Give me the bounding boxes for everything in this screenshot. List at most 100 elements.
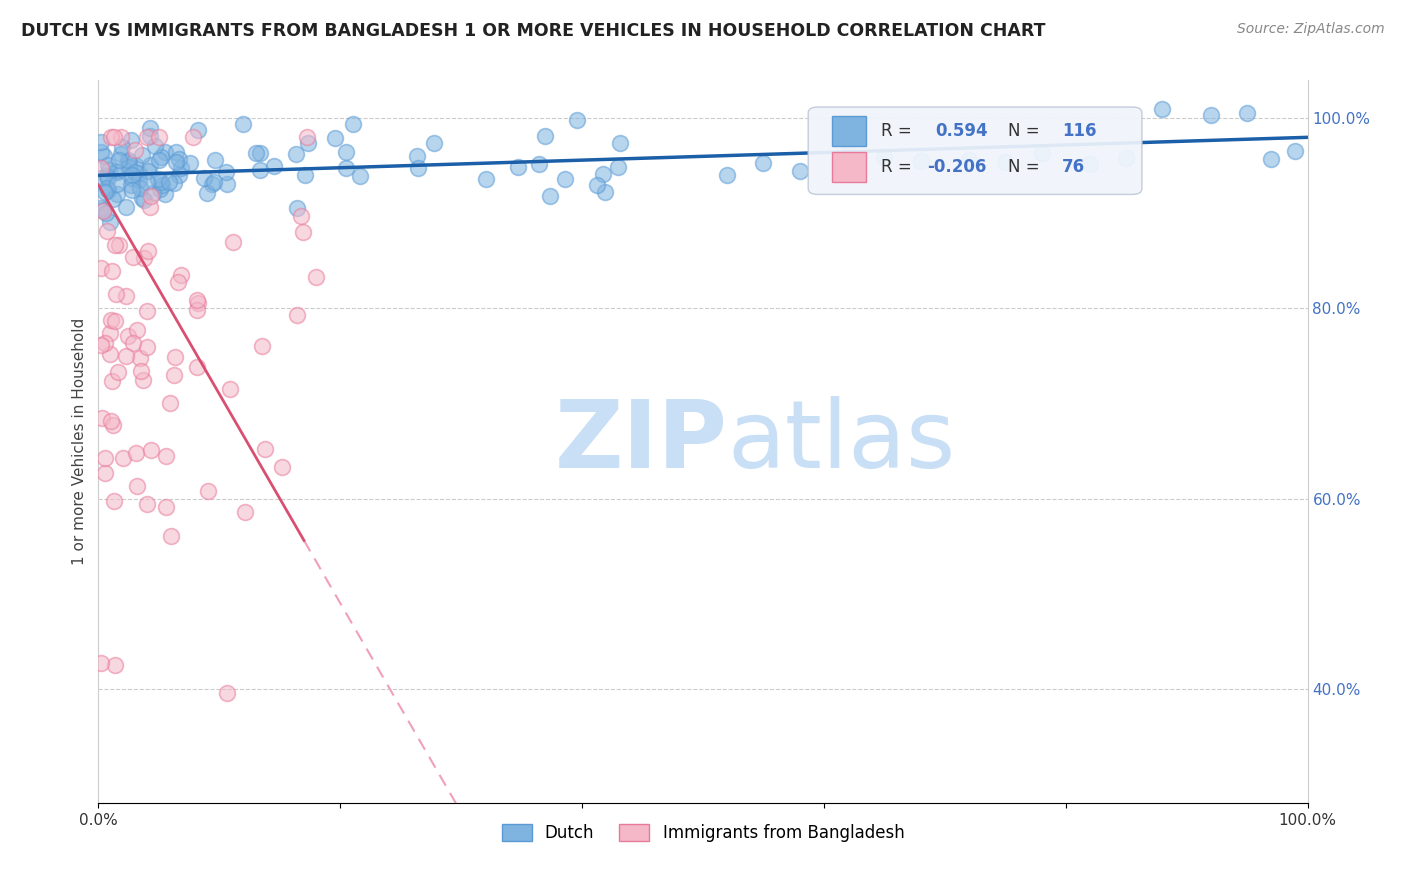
Point: [285, 147, 308, 161]
Point: [101, 192, 124, 206]
Point: [120, 133, 142, 147]
Point: [181, 130, 204, 145]
Point: [120, 178, 142, 193]
Point: [148, 172, 170, 186]
Point: [167, 152, 190, 166]
Point: [122, 336, 145, 351]
Point: [170, 161, 193, 176]
Point: [118, 155, 141, 169]
Point: [534, 128, 557, 143]
Text: ZIP: ZIP: [554, 395, 727, 488]
Point: [245, 145, 267, 160]
Point: [150, 175, 173, 189]
Point: [1115, 151, 1137, 165]
Point: [263, 159, 285, 173]
Point: [115, 349, 138, 363]
Point: [527, 157, 550, 171]
Text: 0.594: 0.594: [935, 122, 988, 140]
Point: [155, 500, 177, 515]
Point: [101, 417, 124, 432]
Point: [136, 175, 159, 189]
Point: [186, 293, 208, 307]
FancyBboxPatch shape: [808, 107, 1142, 194]
Point: [1284, 144, 1306, 158]
Point: [135, 497, 157, 511]
Point: [111, 140, 134, 154]
Bar: [832, 152, 866, 182]
Point: [96, 169, 118, 183]
Point: [1152, 102, 1174, 116]
Point: [97, 183, 120, 197]
Point: [249, 162, 271, 177]
Point: [101, 264, 124, 278]
Point: [910, 154, 932, 169]
Point: [295, 130, 318, 145]
Point: [98, 326, 121, 341]
Text: 116: 116: [1062, 122, 1097, 140]
Point: [136, 164, 159, 178]
Point: [1236, 105, 1258, 120]
Point: [128, 180, 150, 194]
Point: [592, 167, 614, 181]
Point: [112, 450, 135, 465]
Point: [94, 336, 117, 351]
Point: [179, 156, 201, 170]
Point: [141, 188, 163, 202]
Point: [215, 164, 238, 178]
Point: [297, 136, 319, 151]
Point: [124, 158, 146, 172]
Point: [148, 130, 170, 145]
Point: [93, 149, 115, 163]
Point: [96, 224, 118, 238]
Point: [104, 286, 127, 301]
Point: [128, 173, 150, 187]
Point: [294, 168, 316, 182]
Point: [103, 130, 125, 145]
Point: [124, 165, 146, 179]
Text: R =: R =: [880, 122, 917, 140]
Point: [165, 351, 187, 365]
Point: [90, 201, 112, 215]
Point: [1199, 108, 1222, 122]
Point: [201, 177, 224, 191]
Point: [155, 449, 177, 463]
Point: [98, 163, 121, 178]
Point: [115, 289, 138, 303]
Point: [110, 130, 132, 145]
Point: [342, 117, 364, 131]
Point: [90, 260, 112, 275]
Point: [115, 200, 138, 214]
Point: [91, 203, 114, 218]
Legend: Dutch, Immigrants from Bangladesh: Dutch, Immigrants from Bangladesh: [495, 817, 911, 848]
Point: [117, 328, 139, 343]
Point: [138, 158, 160, 172]
Text: N =: N =: [1008, 122, 1045, 140]
Point: [593, 185, 616, 199]
Point: [131, 147, 153, 161]
Point: [96, 180, 118, 194]
Point: [197, 483, 219, 498]
Point: [122, 250, 145, 264]
Point: [186, 303, 208, 318]
Point: [90, 657, 112, 671]
Point: [187, 123, 209, 137]
Point: [165, 155, 187, 169]
Point: [994, 155, 1017, 169]
Point: [716, 168, 738, 182]
Point: [217, 686, 239, 700]
Point: [837, 136, 859, 150]
Point: [135, 304, 157, 318]
Point: [475, 172, 498, 186]
Point: [215, 178, 238, 192]
Point: [90, 145, 112, 160]
Point: [153, 187, 176, 202]
Point: [104, 657, 127, 672]
Point: [138, 128, 160, 143]
Point: [90, 161, 112, 175]
Point: [232, 117, 254, 131]
Point: [100, 414, 122, 428]
Point: [873, 150, 896, 164]
Point: [139, 443, 162, 458]
Point: [290, 209, 312, 223]
Point: [186, 359, 208, 374]
